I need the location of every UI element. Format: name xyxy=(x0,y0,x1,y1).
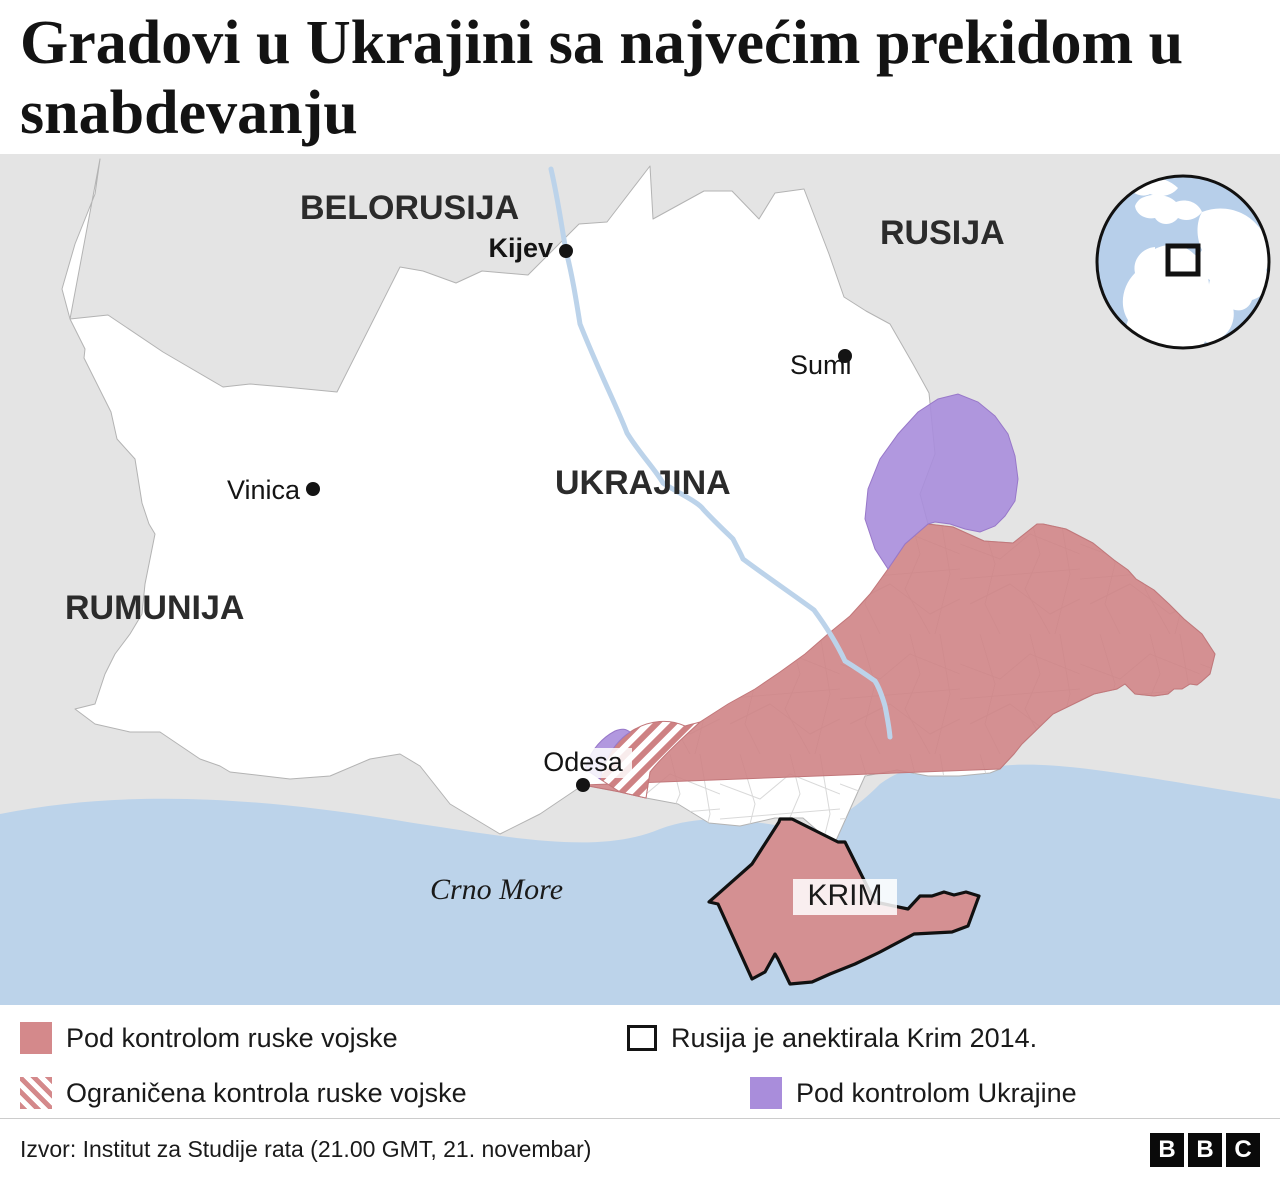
svg-text:UKRAJINA: UKRAJINA xyxy=(555,464,731,502)
svg-text:BELORUSIJA: BELORUSIJA xyxy=(300,189,519,227)
svg-text:Sumi: Sumi xyxy=(790,350,852,380)
svg-text:KRIM: KRIM xyxy=(808,879,883,912)
svg-text:Vinica: Vinica xyxy=(227,475,301,505)
svg-text:Kijev: Kijev xyxy=(488,233,553,263)
svg-text:Crno More: Crno More xyxy=(430,873,563,906)
svg-text:RUSIJA: RUSIJA xyxy=(880,214,1005,252)
svg-text:Odesa: Odesa xyxy=(543,747,624,777)
svg-text:RUMUNIJA: RUMUNIJA xyxy=(65,589,244,627)
